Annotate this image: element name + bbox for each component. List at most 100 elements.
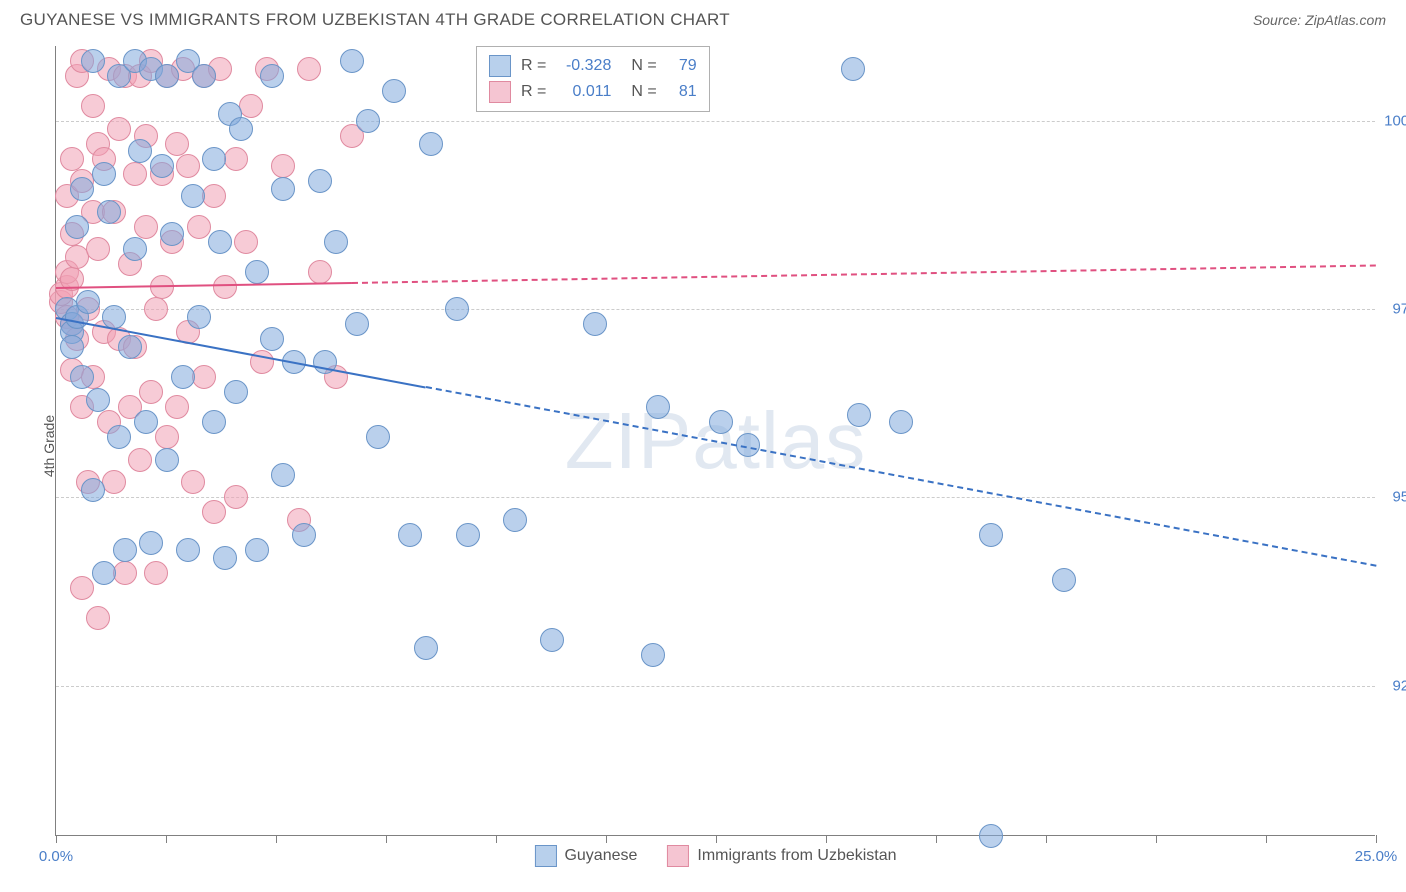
legend-swatch xyxy=(667,845,689,867)
x-tick xyxy=(936,835,937,843)
data-point xyxy=(245,260,269,284)
legend-label: Immigrants from Uzbekistan xyxy=(697,847,896,865)
stat-r-label: R = xyxy=(521,57,546,75)
x-tick xyxy=(1266,835,1267,843)
legend-swatch xyxy=(489,55,511,77)
data-point xyxy=(340,49,364,73)
y-tick-label: 100.0% xyxy=(1380,113,1406,130)
legend-swatch xyxy=(489,81,511,103)
data-point xyxy=(181,184,205,208)
series-legend: Guyanese Immigrants from Uzbekistan xyxy=(534,845,896,867)
data-point xyxy=(213,275,237,299)
data-point xyxy=(92,561,116,585)
data-point xyxy=(187,215,211,239)
data-point xyxy=(86,606,110,630)
data-point xyxy=(709,410,733,434)
data-point xyxy=(208,230,232,254)
data-point xyxy=(445,297,469,321)
data-point xyxy=(382,79,406,103)
x-tick xyxy=(276,835,277,843)
data-point xyxy=(165,132,189,156)
data-point xyxy=(60,335,84,359)
data-point xyxy=(176,538,200,562)
data-point xyxy=(1052,568,1076,592)
data-point xyxy=(134,215,158,239)
x-tick xyxy=(716,835,717,843)
data-point xyxy=(102,305,126,329)
x-tick xyxy=(56,835,57,843)
x-tick xyxy=(166,835,167,843)
data-point xyxy=(345,312,369,336)
data-point xyxy=(366,425,390,449)
x-tick xyxy=(1046,835,1047,843)
data-point xyxy=(139,531,163,555)
data-point xyxy=(889,410,913,434)
gridline xyxy=(56,309,1375,310)
stats-legend-row: R = -0.328N = 79 xyxy=(489,53,697,79)
data-point xyxy=(187,305,211,329)
x-tick xyxy=(386,835,387,843)
stats-legend-row: R = 0.011N = 81 xyxy=(489,79,697,105)
data-point xyxy=(81,49,105,73)
x-tick xyxy=(496,835,497,843)
trend-line xyxy=(56,282,352,289)
stat-r-value: -0.328 xyxy=(556,57,611,75)
data-point xyxy=(171,365,195,389)
data-point xyxy=(155,448,179,472)
stat-n-label: N = xyxy=(631,83,656,101)
x-tick xyxy=(1376,835,1377,843)
data-point xyxy=(202,147,226,171)
chart-plot-area: ZIPatlas 92.5%95.0%97.5%100.0% R = -0.32… xyxy=(55,46,1375,836)
data-point xyxy=(419,132,443,156)
x-tick-label: 25.0% xyxy=(1355,848,1398,865)
data-point xyxy=(271,463,295,487)
stat-r-value: 0.011 xyxy=(556,83,611,101)
data-point xyxy=(192,64,216,88)
data-point xyxy=(128,139,152,163)
data-point xyxy=(224,147,248,171)
data-point xyxy=(234,230,258,254)
data-point xyxy=(144,297,168,321)
data-point xyxy=(65,215,89,239)
data-point xyxy=(97,200,121,224)
data-point xyxy=(70,365,94,389)
data-point xyxy=(181,470,205,494)
data-point xyxy=(76,290,100,314)
data-point xyxy=(113,561,137,585)
chart-title: GUYANESE VS IMMIGRANTS FROM UZBEKISTAN 4… xyxy=(20,10,730,30)
x-tick xyxy=(826,835,827,843)
y-tick-label: 92.5% xyxy=(1380,677,1406,694)
data-point xyxy=(503,508,527,532)
data-point xyxy=(260,327,284,351)
data-point xyxy=(70,177,94,201)
data-point xyxy=(144,561,168,585)
data-point xyxy=(123,162,147,186)
data-point xyxy=(583,312,607,336)
data-point xyxy=(271,154,295,178)
data-point xyxy=(641,643,665,667)
data-point xyxy=(292,523,316,547)
data-point xyxy=(979,824,1003,848)
data-point xyxy=(202,184,226,208)
data-point xyxy=(979,523,1003,547)
data-point xyxy=(107,425,131,449)
data-point xyxy=(123,237,147,261)
data-point xyxy=(165,395,189,419)
data-point xyxy=(107,117,131,141)
y-tick-label: 95.0% xyxy=(1380,489,1406,506)
data-point xyxy=(113,538,137,562)
data-point xyxy=(81,94,105,118)
data-point xyxy=(202,410,226,434)
data-point xyxy=(356,109,380,133)
data-point xyxy=(202,500,226,524)
source-label: Source: ZipAtlas.com xyxy=(1253,12,1386,28)
legend-swatch xyxy=(534,845,556,867)
data-point xyxy=(271,177,295,201)
data-point xyxy=(70,576,94,600)
data-point xyxy=(308,169,332,193)
stat-n-value: 79 xyxy=(667,57,697,75)
x-tick xyxy=(606,835,607,843)
legend-label: Guyanese xyxy=(564,847,637,865)
data-point xyxy=(176,154,200,178)
legend-item: Guyanese xyxy=(534,845,637,867)
